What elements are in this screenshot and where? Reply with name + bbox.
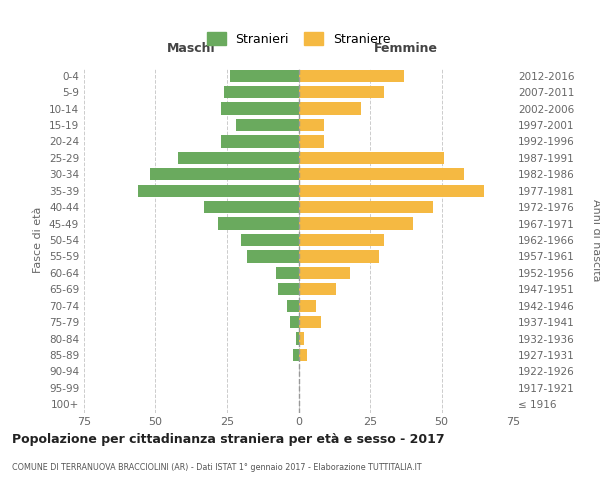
Bar (204, 201, 299, 213)
Bar (299, 119, 324, 131)
Y-axis label: Fasce di età: Fasce di età (34, 207, 43, 273)
Bar (221, 102, 299, 115)
Bar (299, 332, 304, 344)
Text: Popolazione per cittadinanza straniera per età e sesso - 2017: Popolazione per cittadinanza straniera p… (12, 432, 445, 446)
Bar (293, 349, 299, 361)
Text: Maschi: Maschi (167, 42, 215, 56)
Bar (236, 119, 299, 131)
Legend: Stranieri, Straniere: Stranieri, Straniere (207, 32, 390, 46)
Bar (275, 266, 299, 279)
Bar (150, 168, 299, 180)
Bar (299, 300, 316, 312)
Bar (241, 234, 299, 246)
Text: Femmine: Femmine (374, 42, 438, 56)
Bar (290, 316, 299, 328)
Bar (299, 234, 385, 246)
Bar (299, 184, 484, 197)
Bar (299, 349, 307, 361)
Bar (139, 184, 299, 197)
Y-axis label: Anni di nascita: Anni di nascita (591, 198, 600, 281)
Bar (278, 283, 299, 296)
Bar (299, 266, 350, 279)
Bar (287, 300, 299, 312)
Bar (218, 218, 299, 230)
Bar (299, 218, 413, 230)
Bar (296, 332, 299, 344)
Bar (178, 152, 299, 164)
Bar (299, 70, 404, 82)
Bar (299, 316, 322, 328)
Bar (299, 152, 445, 164)
Bar (299, 136, 324, 147)
Bar (299, 86, 385, 99)
Bar (221, 136, 299, 147)
Bar (230, 70, 299, 82)
Bar (299, 168, 464, 180)
Text: COMUNE DI TERRANUOVA BRACCIOLINI (AR) - Dati ISTAT 1° gennaio 2017 - Elaborazion: COMUNE DI TERRANUOVA BRACCIOLINI (AR) - … (12, 462, 422, 471)
Bar (247, 250, 299, 262)
Bar (299, 283, 335, 296)
Bar (299, 250, 379, 262)
Bar (224, 86, 299, 99)
Bar (299, 102, 361, 115)
Bar (299, 201, 433, 213)
